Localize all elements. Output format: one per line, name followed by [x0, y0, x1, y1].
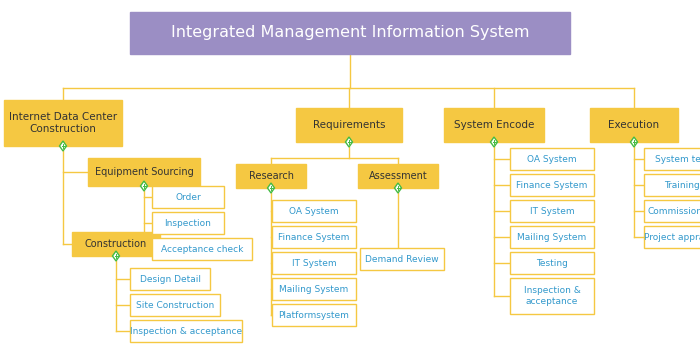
FancyBboxPatch shape: [272, 278, 356, 300]
FancyBboxPatch shape: [360, 248, 444, 270]
FancyBboxPatch shape: [72, 232, 160, 256]
Text: Execution: Execution: [608, 120, 659, 130]
Text: OA System: OA System: [289, 206, 339, 215]
FancyBboxPatch shape: [644, 148, 700, 170]
Text: IT System: IT System: [530, 206, 574, 215]
Text: Research: Research: [248, 171, 293, 181]
Text: Site Construction: Site Construction: [136, 301, 214, 309]
Text: Integrated Management Information System: Integrated Management Information System: [171, 25, 529, 40]
Text: Construction: Construction: [85, 239, 147, 249]
Text: Inspection &
acceptance: Inspection & acceptance: [524, 286, 580, 306]
FancyBboxPatch shape: [358, 164, 438, 188]
Text: Mailing System: Mailing System: [517, 233, 587, 241]
FancyBboxPatch shape: [236, 164, 306, 188]
FancyBboxPatch shape: [272, 252, 356, 274]
Polygon shape: [60, 141, 66, 151]
FancyBboxPatch shape: [130, 294, 220, 316]
FancyBboxPatch shape: [88, 158, 200, 186]
Text: Platformsystem: Platformsystem: [279, 310, 349, 320]
Polygon shape: [631, 137, 638, 147]
FancyBboxPatch shape: [272, 226, 356, 248]
FancyBboxPatch shape: [510, 174, 594, 196]
FancyBboxPatch shape: [590, 108, 678, 142]
Text: Internet Data Center
Construction: Internet Data Center Construction: [9, 112, 117, 134]
FancyBboxPatch shape: [644, 200, 700, 222]
Text: Order: Order: [175, 193, 201, 202]
FancyBboxPatch shape: [152, 186, 224, 208]
FancyBboxPatch shape: [510, 278, 594, 314]
FancyBboxPatch shape: [444, 108, 544, 142]
Text: IT System: IT System: [292, 258, 336, 268]
FancyBboxPatch shape: [130, 12, 570, 54]
Polygon shape: [395, 183, 402, 193]
Text: Finance System: Finance System: [279, 233, 350, 241]
Polygon shape: [141, 181, 148, 191]
Text: Project appraisal: Project appraisal: [644, 233, 700, 241]
Text: Acceptance check: Acceptance check: [161, 245, 243, 253]
FancyBboxPatch shape: [272, 200, 356, 222]
Polygon shape: [113, 251, 120, 261]
FancyBboxPatch shape: [510, 200, 594, 222]
Text: Equipment Sourcing: Equipment Sourcing: [94, 167, 193, 177]
Text: Commissioning: Commissioning: [648, 206, 700, 215]
Text: Finance System: Finance System: [517, 181, 588, 190]
FancyBboxPatch shape: [4, 100, 122, 146]
Polygon shape: [267, 183, 274, 193]
Polygon shape: [491, 137, 498, 147]
FancyBboxPatch shape: [510, 148, 594, 170]
Text: Inspection: Inspection: [164, 218, 211, 228]
FancyBboxPatch shape: [130, 320, 242, 342]
FancyBboxPatch shape: [272, 304, 356, 326]
Text: Testing: Testing: [536, 258, 568, 268]
Text: Demand Review: Demand Review: [365, 254, 439, 264]
Text: System test: System test: [655, 154, 700, 163]
Text: Mailing System: Mailing System: [279, 285, 349, 293]
Text: System Encode: System Encode: [454, 120, 534, 130]
Text: Requirements: Requirements: [313, 120, 385, 130]
FancyBboxPatch shape: [152, 238, 252, 260]
Text: Assessment: Assessment: [369, 171, 428, 181]
Polygon shape: [346, 137, 353, 147]
Text: Inspection & acceptance: Inspection & acceptance: [130, 327, 242, 336]
FancyBboxPatch shape: [130, 268, 210, 290]
FancyBboxPatch shape: [644, 174, 700, 196]
Text: OA System: OA System: [527, 154, 577, 163]
Text: Training: Training: [664, 181, 700, 190]
FancyBboxPatch shape: [510, 226, 594, 248]
FancyBboxPatch shape: [510, 252, 594, 274]
Text: Design Detail: Design Detail: [139, 274, 200, 284]
FancyBboxPatch shape: [296, 108, 402, 142]
FancyBboxPatch shape: [152, 212, 224, 234]
FancyBboxPatch shape: [644, 226, 700, 248]
